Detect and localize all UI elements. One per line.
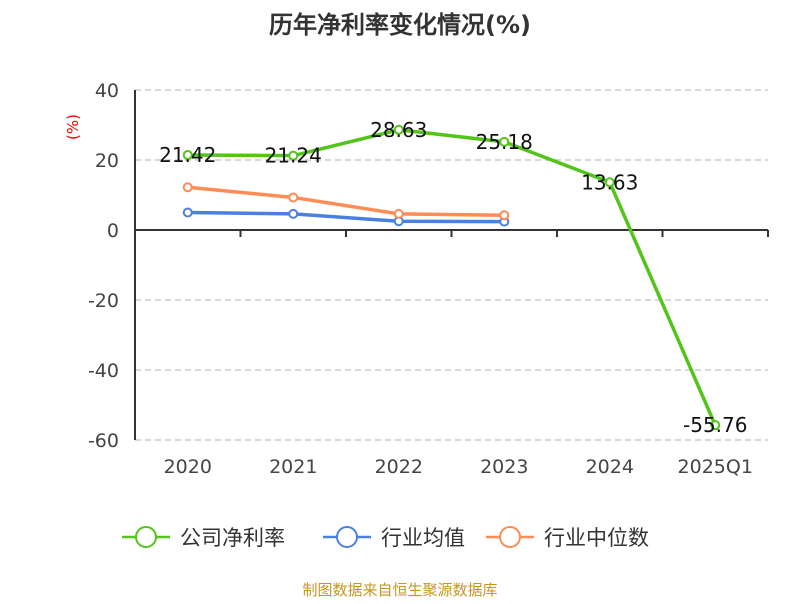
y-axis-label: (%): [64, 114, 82, 140]
data-label: 21.24: [265, 144, 322, 168]
data-point: [182, 150, 193, 161]
series-line-0: [187, 128, 717, 426]
data-point: [288, 150, 299, 161]
y-tick-label: 0: [107, 220, 119, 242]
legend-label: 行业中位数: [544, 526, 649, 550]
data-label: 21.42: [159, 143, 216, 167]
chart-title: 历年净利率变化情况(%): [269, 11, 531, 39]
x-tick-label: 2020: [164, 456, 212, 478]
data-label: 25.18: [476, 130, 533, 154]
data-point: [393, 124, 404, 135]
legend-label: 行业均值: [381, 526, 465, 550]
x-tick-label: 2025Q1: [678, 456, 753, 478]
data-point: [182, 207, 193, 218]
y-tick-label: -20: [88, 290, 119, 312]
source-note: 制图数据来自恒生聚源数据库: [302, 581, 497, 599]
legend-marker: [135, 526, 157, 548]
legend-marker: [499, 526, 521, 548]
data-point: [710, 420, 721, 431]
data-point: [182, 182, 193, 193]
data-point: [288, 208, 299, 219]
data-label: 28.63: [370, 118, 427, 142]
data-point: [288, 192, 299, 203]
data-point: [499, 136, 510, 147]
data-label: -55.76: [683, 413, 747, 437]
x-tick-label: 2023: [480, 456, 528, 478]
legend-label: 公司净利率: [180, 526, 285, 550]
legend-marker: [336, 526, 358, 548]
y-tick-label: 40: [95, 80, 119, 102]
data-point: [393, 208, 404, 219]
y-tick-label: -60: [88, 430, 119, 452]
series-line-2: [187, 185, 505, 218]
series-line-1: [187, 210, 505, 224]
x-tick-label: 2021: [269, 456, 317, 478]
x-tick-label: 2022: [375, 456, 423, 478]
x-tick-label: 2024: [586, 456, 634, 478]
y-tick-label: -40: [88, 360, 119, 382]
data-label: 13.63: [581, 170, 638, 194]
y-tick-label: 20: [95, 150, 119, 172]
data-point: [499, 210, 510, 221]
data-point: [604, 177, 615, 188]
